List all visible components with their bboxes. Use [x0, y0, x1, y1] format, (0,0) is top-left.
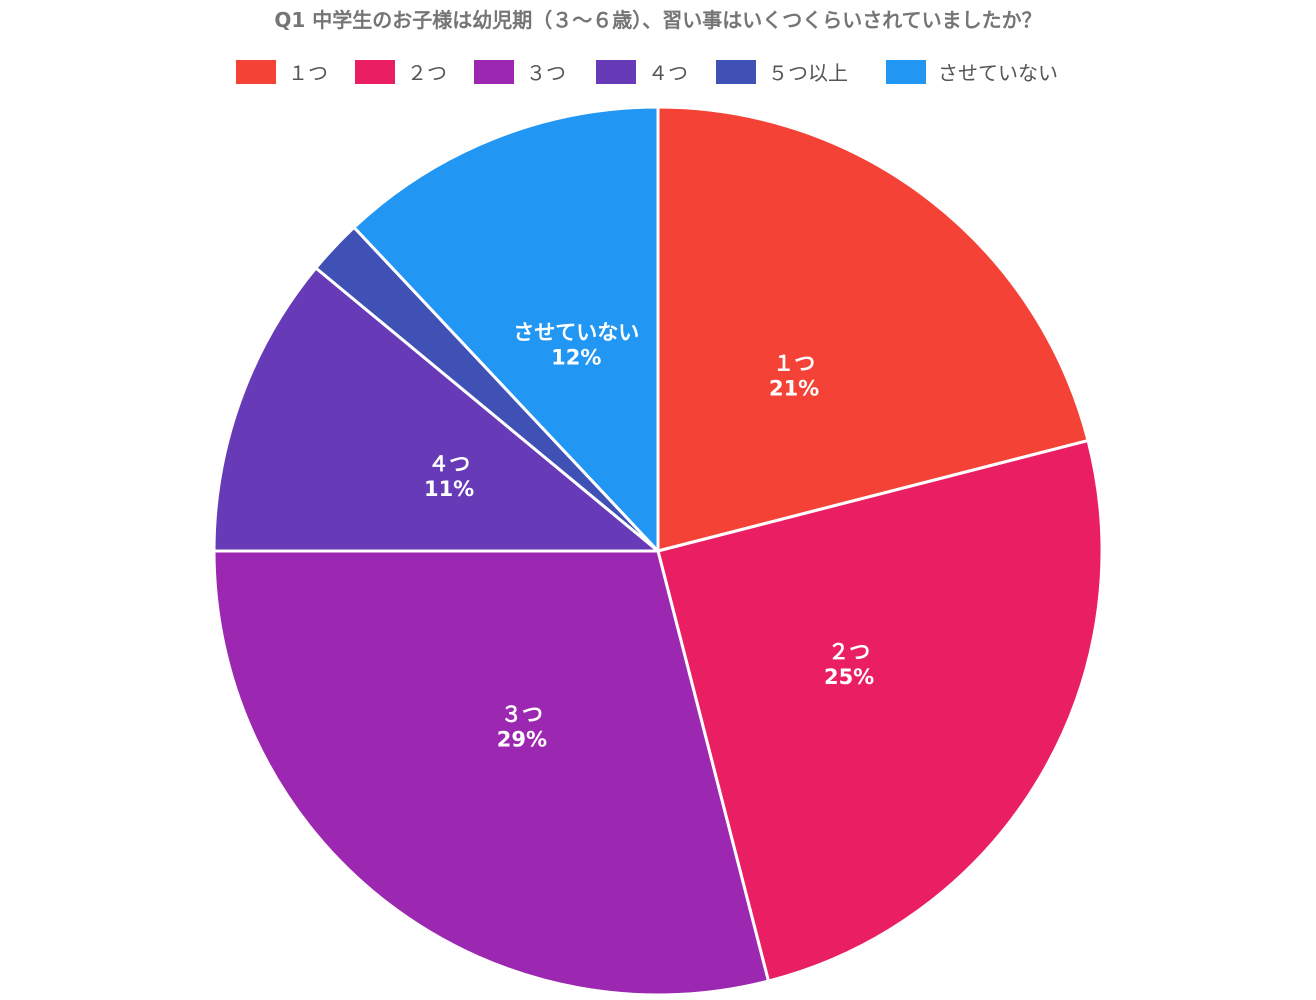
legend-item[interactable]: ４つ: [596, 60, 688, 85]
legend-item[interactable]: させていない: [886, 60, 1058, 85]
legend-swatch: [886, 60, 926, 84]
slice-value-label: 12%: [551, 346, 601, 370]
legend-item[interactable]: ３つ: [474, 60, 566, 85]
legend-item[interactable]: ５つ以上: [716, 60, 848, 85]
legend-swatch: [596, 60, 636, 84]
legend-item[interactable]: １つ: [236, 60, 328, 85]
legend-label: １つ: [288, 61, 328, 85]
pie-slices: [212, 105, 1104, 997]
pie-slice[interactable]: [352, 105, 660, 553]
legend-swatch: [474, 60, 514, 84]
slice-value-label: 25%: [824, 665, 874, 689]
pie-slice[interactable]: [656, 105, 1090, 553]
legend-item[interactable]: ２つ: [355, 60, 447, 85]
slice-value-label: 29%: [497, 727, 547, 751]
legend-label: させていない: [938, 61, 1058, 85]
legend-label: ４つ: [648, 61, 688, 85]
slice-category-label: ４つ: [428, 452, 470, 476]
pie-slice[interactable]: [212, 266, 660, 553]
slice-category-label: １つ: [773, 352, 815, 376]
slice-category-label: ３つ: [501, 702, 543, 726]
legend: １つ ２つ ３つ ４つ ５つ以上 させていない: [236, 60, 1058, 85]
legend-label: ２つ: [407, 61, 447, 85]
slice-value-label: 11%: [424, 477, 474, 501]
slice-value-label: 21%: [769, 377, 819, 401]
pie-slice[interactable]: [656, 439, 1104, 983]
legend-label: ５つ以上: [768, 61, 848, 85]
legend-label: ３つ: [526, 61, 566, 85]
slice-category-label: させていない: [513, 321, 639, 345]
legend-swatch: [236, 60, 276, 84]
legend-swatch: [355, 60, 395, 84]
pie-slice[interactable]: [212, 549, 770, 997]
legend-swatch: [716, 60, 756, 84]
slice-category-label: ２つ: [828, 640, 870, 664]
chart-title: Q1 中学生のお子様は幼児期（３〜６歳）、習い事はいくつくらいされていましたか？: [274, 8, 1041, 32]
